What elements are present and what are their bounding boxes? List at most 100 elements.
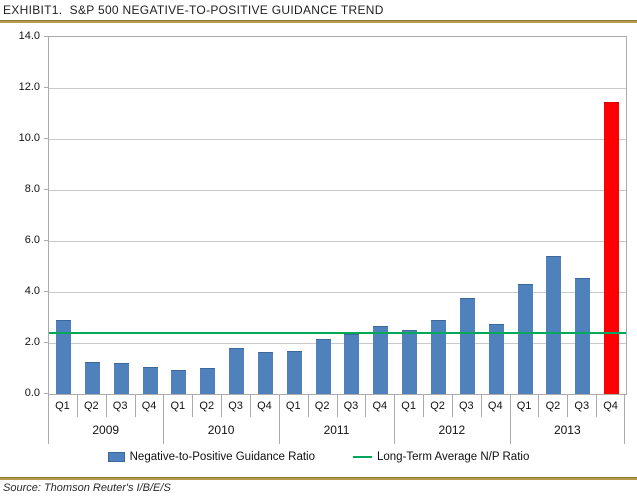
x-quarter-label: Q1 (170, 400, 186, 412)
x-quarter-label: Q3 (343, 400, 359, 412)
x-axis-separator (452, 394, 453, 417)
y-tick-label: 6.0 (24, 234, 40, 246)
bar (488, 324, 504, 394)
y-tick-mark (44, 36, 48, 37)
bar (402, 330, 418, 394)
x-axis-separator (538, 394, 539, 417)
x-axis-separator (481, 394, 482, 417)
x-quarter-label: Q3 (228, 400, 243, 412)
x-quarter-label: Q4 (141, 400, 157, 412)
bar (344, 334, 360, 394)
gridline (49, 343, 626, 344)
y-tick-mark (44, 189, 48, 190)
y-tick-label: 4.0 (24, 285, 40, 297)
bar (113, 363, 129, 394)
x-quarter-label: Q1 (516, 400, 532, 412)
x-axis-separator (135, 394, 136, 417)
bar (459, 298, 475, 394)
bar (286, 351, 302, 394)
x-axis-separator (106, 394, 107, 417)
y-tick-label: 2.0 (24, 336, 40, 348)
x-quarter-label: Q3 (458, 400, 474, 412)
x-axis-separator (77, 394, 78, 417)
x-year-label: 2011 (323, 423, 350, 437)
x-year-label: 2010 (207, 423, 235, 437)
x-quarter-label: Q4 (603, 400, 618, 412)
bar (546, 256, 562, 394)
bar (431, 320, 446, 394)
x-axis-separator (250, 394, 251, 417)
source-rule (0, 477, 637, 480)
bar (257, 352, 273, 394)
x-quarter-label: Q1 (401, 400, 416, 412)
bar (604, 102, 620, 394)
x-axis-separator (308, 394, 309, 417)
bar (84, 362, 100, 394)
x-axis-separator (510, 394, 511, 444)
title-rule (0, 20, 637, 23)
x-axis-separator (279, 394, 280, 444)
x-axis-separator (337, 394, 338, 417)
x-year-label: 2009 (92, 423, 120, 437)
source-note: Source: Thomson Reuter's I/B/E/S (3, 482, 171, 494)
bar (200, 368, 216, 394)
bar (171, 370, 187, 394)
y-tick-mark (44, 138, 48, 139)
x-quarter-label: Q4 (487, 400, 503, 412)
y-tick-mark (44, 342, 48, 343)
x-axis-separator (394, 394, 395, 444)
bar (229, 348, 244, 394)
x-quarter-label: Q1 (285, 400, 301, 412)
x-quarter-label: Q4 (257, 400, 272, 412)
y-tick-mark (44, 393, 48, 394)
y-tick-mark (44, 87, 48, 88)
plot-area (48, 36, 627, 395)
x-quarter-label: Q2 (430, 400, 445, 412)
x-axis-separator (221, 394, 222, 417)
average-line (49, 332, 626, 334)
y-tick-label: 14.0 (18, 30, 40, 42)
x-axis-separator (163, 394, 164, 444)
x-year-label: 2013 (553, 423, 581, 437)
legend-bar-swatch-icon (107, 452, 125, 462)
page-title: EXHIBIT1. S&P 500 NEGATIVE-TO-POSITIVE G… (3, 3, 384, 17)
y-tick-mark (44, 240, 48, 241)
bar (373, 326, 389, 394)
x-quarter-label: Q2 (314, 400, 330, 412)
y-tick-label: 12.0 (18, 81, 40, 93)
x-axis-separator (365, 394, 366, 417)
y-tick-mark (44, 291, 48, 292)
x-quarter-label: Q2 (545, 400, 561, 412)
bar (575, 278, 591, 394)
bar (55, 320, 71, 394)
bar (315, 339, 331, 394)
x-axis-separator (48, 394, 49, 444)
legend-label: Long-Term Average N/P Ratio (377, 451, 530, 463)
x-axis-separator (423, 394, 424, 417)
y-tick-label: 8.0 (24, 183, 40, 195)
legend: Negative-to-Positive Guidance Ratio Long… (0, 451, 637, 463)
x-axis: Q1 Q2 Q3 Q4 2009 Q1 Q2 Q3 Q4 2010 Q1 Q2 Q3 Q4 2011 Q1 Q2… (48, 394, 625, 446)
gridline (49, 190, 626, 191)
x-axis-separator (567, 394, 568, 417)
gridline (49, 139, 626, 140)
x-quarter-label: Q3 (574, 400, 590, 412)
x-axis-separator (624, 394, 625, 444)
bar (517, 284, 533, 394)
legend-line-swatch-icon (353, 456, 372, 458)
x-quarter-label: Q2 (199, 400, 215, 412)
legend-item-average-line: Long-Term Average N/P Ratio (353, 451, 529, 463)
y-tick-label: 10.0 (18, 132, 40, 144)
legend-item-guidance-ratio: Negative-to-Positive Guidance Ratio (107, 451, 315, 463)
gridline (49, 241, 626, 242)
x-axis-separator (192, 394, 193, 417)
x-axis-separator (596, 394, 597, 417)
bar (142, 367, 158, 394)
x-year-label: 2012 (438, 423, 466, 437)
x-quarter-label: Q1 (55, 400, 70, 412)
y-tick-label: 0.0 (24, 387, 40, 399)
legend-label: Negative-to-Positive Guidance Ratio (129, 451, 315, 463)
x-quarter-label: Q4 (372, 400, 388, 412)
gridline (49, 292, 626, 293)
